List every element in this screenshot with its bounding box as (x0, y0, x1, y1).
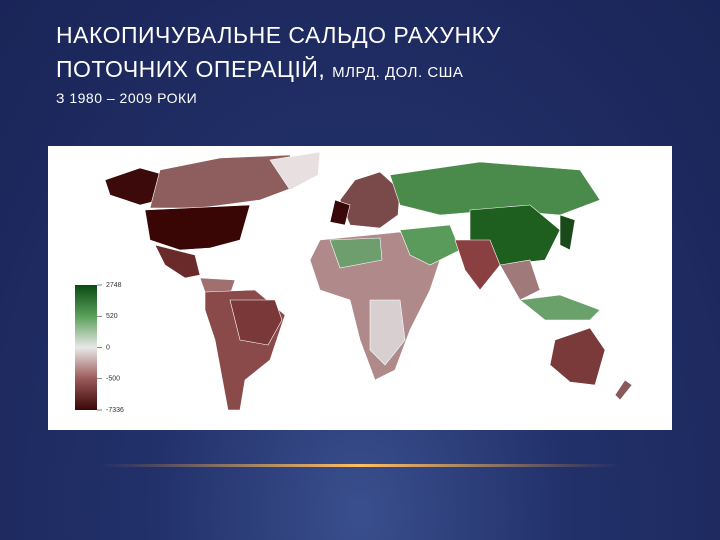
countries (104, 151, 633, 411)
legend-tick-label: 520 (106, 313, 118, 320)
unit: МЛРД. ДОЛ. США (332, 64, 464, 81)
title-line: ПОТОЧНИХ ОПЕРАЦІЙ, МЛРД. ДОЛ. США (56, 56, 463, 83)
legend-tick-label: -7336 (106, 407, 124, 414)
color-bar (75, 285, 97, 410)
title-text: ПОТОЧНИХ ОПЕРАЦІЙ, (56, 56, 326, 82)
subtitle: З 1980 – 2009 РОКИ (56, 90, 198, 106)
title-line: НАКОПИЧУВАЛЬНЕ САЛЬДО РАХУНКУ (56, 22, 501, 48)
legend-tick-label: 2748 (106, 282, 122, 289)
legend-tick-label: 0 (106, 344, 110, 351)
legend-tick-label: -500 (106, 376, 120, 383)
divider-glow (100, 464, 620, 467)
